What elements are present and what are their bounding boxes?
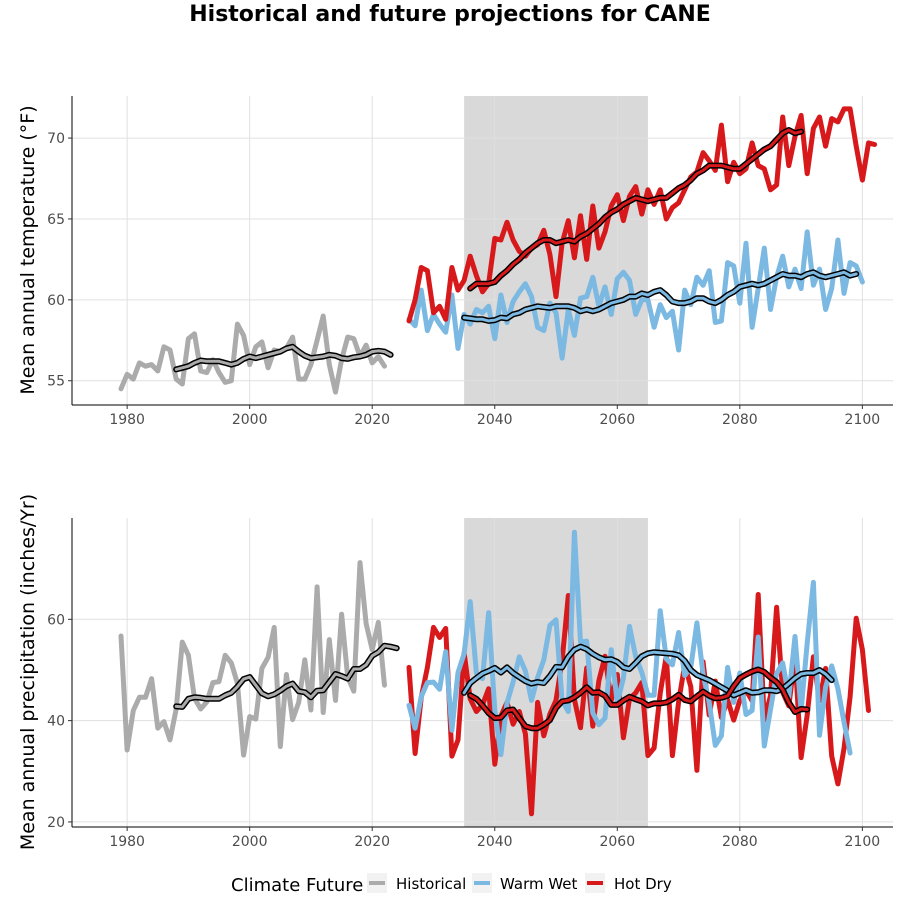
temperature-y-tick-label: 65 [47,212,65,228]
temperature-grid [72,96,893,405]
temperature-x-tick-label: 2080 [722,412,758,428]
precipitation-x-tick-label: 2000 [232,834,268,850]
precipitation-grid [72,518,893,827]
temperature-x-tick-label: 1980 [109,412,145,428]
legend: Climate Future Historical Warm Wet Hot D… [231,873,672,896]
temperature-y-tick-label: 70 [47,131,65,147]
temperature-series [118,106,878,395]
precipitation-line-historical [118,560,387,758]
temperature-y-axis-label: Mean annual temperature (°F) [17,105,39,394]
precipitation-y-tick-label: 40 [47,714,65,730]
precipitation-x-tick-label: 2100 [845,834,881,850]
precipitation-y-tick-label: 20 [47,815,65,831]
temperature-ticks: 1980 2000 2020 2040 2060 2080 2100 55 60 65 70 [47,131,880,428]
precipitation-smooth-hot-dry [468,668,809,730]
precipitation-x-tick-label: 2080 [722,834,758,850]
legend-entry-historical: Historical [367,873,466,893]
temperature-x-tick-label: 2020 [354,412,390,428]
precipitation-y-tick-label: 60 [47,612,65,628]
temperature-smooth-warm-wet [462,270,858,323]
temperature-smooth-hot-dry [468,128,803,290]
legend-label-warm-wet: Warm Wet [500,875,578,893]
temperature-x-tick-label: 2100 [845,412,881,428]
temperature-y-tick-label: 55 [47,374,65,390]
chart-title: Historical and future projections for CA… [189,2,711,27]
legend-entry-warm-wet: Warm Wet [472,873,578,893]
legend-entry-hot-dry: Hot Dry [585,873,672,893]
temperature-y-tick-label: 60 [47,293,65,309]
precipitation-line-warm-wet [406,529,853,758]
temperature-panel: 1980 2000 2020 2040 2060 2080 2100 55 60 65 70 Mea… [17,96,893,428]
legend-label-historical: Historical [396,875,466,893]
temperature-smooth-historical [174,345,393,371]
temperature-x-tick-label: 2060 [599,412,635,428]
precipitation-x-tick-label: 2060 [599,834,635,850]
temperature-x-tick-label: 2000 [232,412,268,428]
precipitation-y-axis-label: Mean annual precipitation (inches/Yr) [17,494,39,850]
legend-title: Climate Future [231,875,363,896]
temperature-x-tick-label: 2040 [477,412,513,428]
precipitation-series [118,529,871,817]
precipitation-smooth-historical [174,644,399,709]
precipitation-x-tick-label: 1980 [109,834,145,850]
legend-label-hot-dry: Hot Dry [614,875,672,893]
precipitation-smooth-warm-wet [462,645,834,697]
precipitation-x-tick-label: 2020 [354,834,390,850]
precipitation-x-tick-label: 2040 [477,834,513,850]
